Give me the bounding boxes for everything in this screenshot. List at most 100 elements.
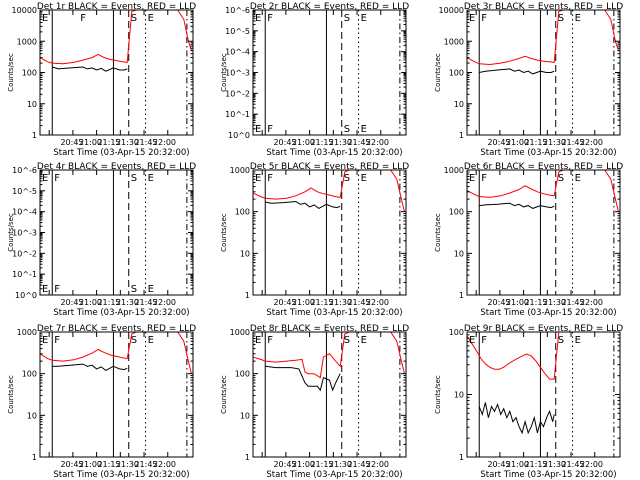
y-tick-label: 100: [22, 370, 37, 379]
x-tick-label: 21:30: [329, 460, 352, 469]
x-axis-label: Start Time (03-Apr-15 20:32:00): [480, 470, 616, 480]
plot-frame: [252, 331, 407, 458]
y-tick-label: 10^-2: [12, 249, 37, 258]
x-tick-label: 21:15: [524, 460, 547, 469]
y-tick-label: 100: [449, 69, 464, 78]
x-tick-label: 21:15: [97, 460, 120, 469]
x-tick-label: 21:00: [506, 138, 529, 147]
series-line-lld: [467, 332, 560, 380]
y-tick-label: 1: [459, 131, 464, 140]
marker-label-e: E: [575, 335, 581, 346]
y-tick-label: 10^-1: [225, 110, 250, 119]
series-line-lld: [467, 10, 619, 66]
marker-label-bottom-s: S: [344, 124, 350, 135]
y-tick-label: 1: [32, 131, 37, 140]
y-tick-label: 1000: [444, 166, 464, 175]
y-tick-label: 10^-2: [225, 89, 250, 98]
x-axis-label: Start Time (03-Apr-15 20:32:00): [266, 148, 402, 158]
x-tick-label: 21:45: [561, 298, 584, 307]
y-tick-label: 1000: [230, 328, 250, 337]
panel-title: Det 2r BLACK = Events, RED = LLD: [250, 2, 409, 12]
marker-label-e: E: [148, 335, 154, 346]
y-tick-label: 10^-4: [12, 208, 37, 217]
marker-label-bottom-e: E: [42, 284, 48, 295]
marker-label-bottom-f: F: [267, 124, 273, 135]
series-line-events: [479, 202, 555, 209]
marker-label-e: E: [148, 173, 154, 184]
panel-title: Det 6r BLACK = Events, RED = LLD: [464, 162, 623, 172]
x-tick-label: 22:00: [153, 138, 176, 147]
y-tick-label: 1: [245, 453, 250, 462]
x-tick-label: 20:45: [273, 138, 296, 147]
marker-label-f: F: [481, 335, 487, 346]
x-axis-label: Start Time (03-Apr-15 20:32:00): [266, 470, 402, 480]
x-tick-label: 20:45: [273, 298, 296, 307]
y-tick-label: 10^-6: [12, 166, 37, 175]
y-axis-label: Counts/sec: [220, 53, 228, 92]
marker-label-bottom-s: S: [131, 284, 137, 295]
panel-title: Det 5r BLACK = Events, RED = LLD: [250, 162, 409, 172]
x-tick-label: 21:00: [79, 138, 102, 147]
x-tick-label: 21:00: [506, 298, 529, 307]
x-tick-label: 21:30: [116, 138, 139, 147]
x-tick-label: 20:45: [487, 138, 510, 147]
x-axis-label: Start Time (03-Apr-15 20:32:00): [266, 308, 402, 318]
series-line-events: [478, 402, 555, 435]
y-tick-label: 1: [459, 453, 464, 462]
marker-label-s: S: [131, 335, 137, 346]
y-tick-label: 100: [22, 69, 37, 78]
series-line-events: [265, 200, 341, 209]
marker-label-f: F: [267, 335, 273, 346]
y-tick-label: 1000: [230, 166, 250, 175]
x-tick-label: 22:00: [580, 298, 603, 307]
x-tick-label: 20:45: [273, 460, 296, 469]
x-tick-label: 21:45: [134, 298, 157, 307]
x-axis-label: Start Time (03-Apr-15 20:32:00): [53, 308, 189, 318]
marker-label-s: S: [558, 173, 564, 184]
panel-title: Det 1r BLACK = Events, RED = LLD: [37, 2, 196, 12]
y-tick-label: 10: [454, 249, 464, 258]
x-tick-label: 21:30: [329, 298, 352, 307]
series-line-events: [265, 365, 341, 392]
panel-title: Det 9r BLACK = Events, RED = LLD: [464, 324, 623, 334]
marker-label-e: E: [469, 13, 475, 24]
y-tick-label: 10^-4: [225, 48, 250, 57]
x-tick-label: 22:00: [366, 298, 389, 307]
y-tick-label: 1: [459, 291, 464, 300]
panel-title: Det 3r BLACK = Events, RED = LLD: [464, 2, 623, 12]
x-tick-label: 21:15: [97, 298, 120, 307]
marker-label-f: F: [481, 13, 487, 24]
marker-label-bottom-f: F: [54, 284, 60, 295]
y-axis-label: Counts/sec: [434, 375, 442, 414]
x-tick-label: 21:30: [543, 298, 566, 307]
x-tick-label: 20:45: [60, 138, 83, 147]
marker-label-s: S: [558, 335, 564, 346]
marker-label-e: E: [148, 13, 154, 24]
x-tick-label: 21:15: [310, 460, 333, 469]
y-tick-label: 1000: [444, 37, 464, 46]
y-tick-label: 10000: [12, 6, 37, 15]
y-tick-label: 10^0: [228, 131, 250, 140]
x-tick-label: 20:45: [60, 298, 83, 307]
marker-label-e: E: [469, 335, 475, 346]
marker-label-e: E: [42, 13, 48, 24]
y-axis-label: Counts/sec: [220, 213, 228, 252]
marker-label-f: F: [54, 335, 60, 346]
x-axis-label: Start Time (03-Apr-15 20:32:00): [480, 308, 616, 318]
x-tick-label: 21:00: [292, 298, 315, 307]
marker-label-f: F: [267, 173, 273, 184]
marker-label-e: E: [255, 335, 261, 346]
marker-label-f: F: [54, 173, 60, 184]
series-line-events: [52, 363, 128, 371]
y-tick-label: 10^-5: [225, 27, 250, 36]
series-line-lld: [40, 10, 192, 65]
